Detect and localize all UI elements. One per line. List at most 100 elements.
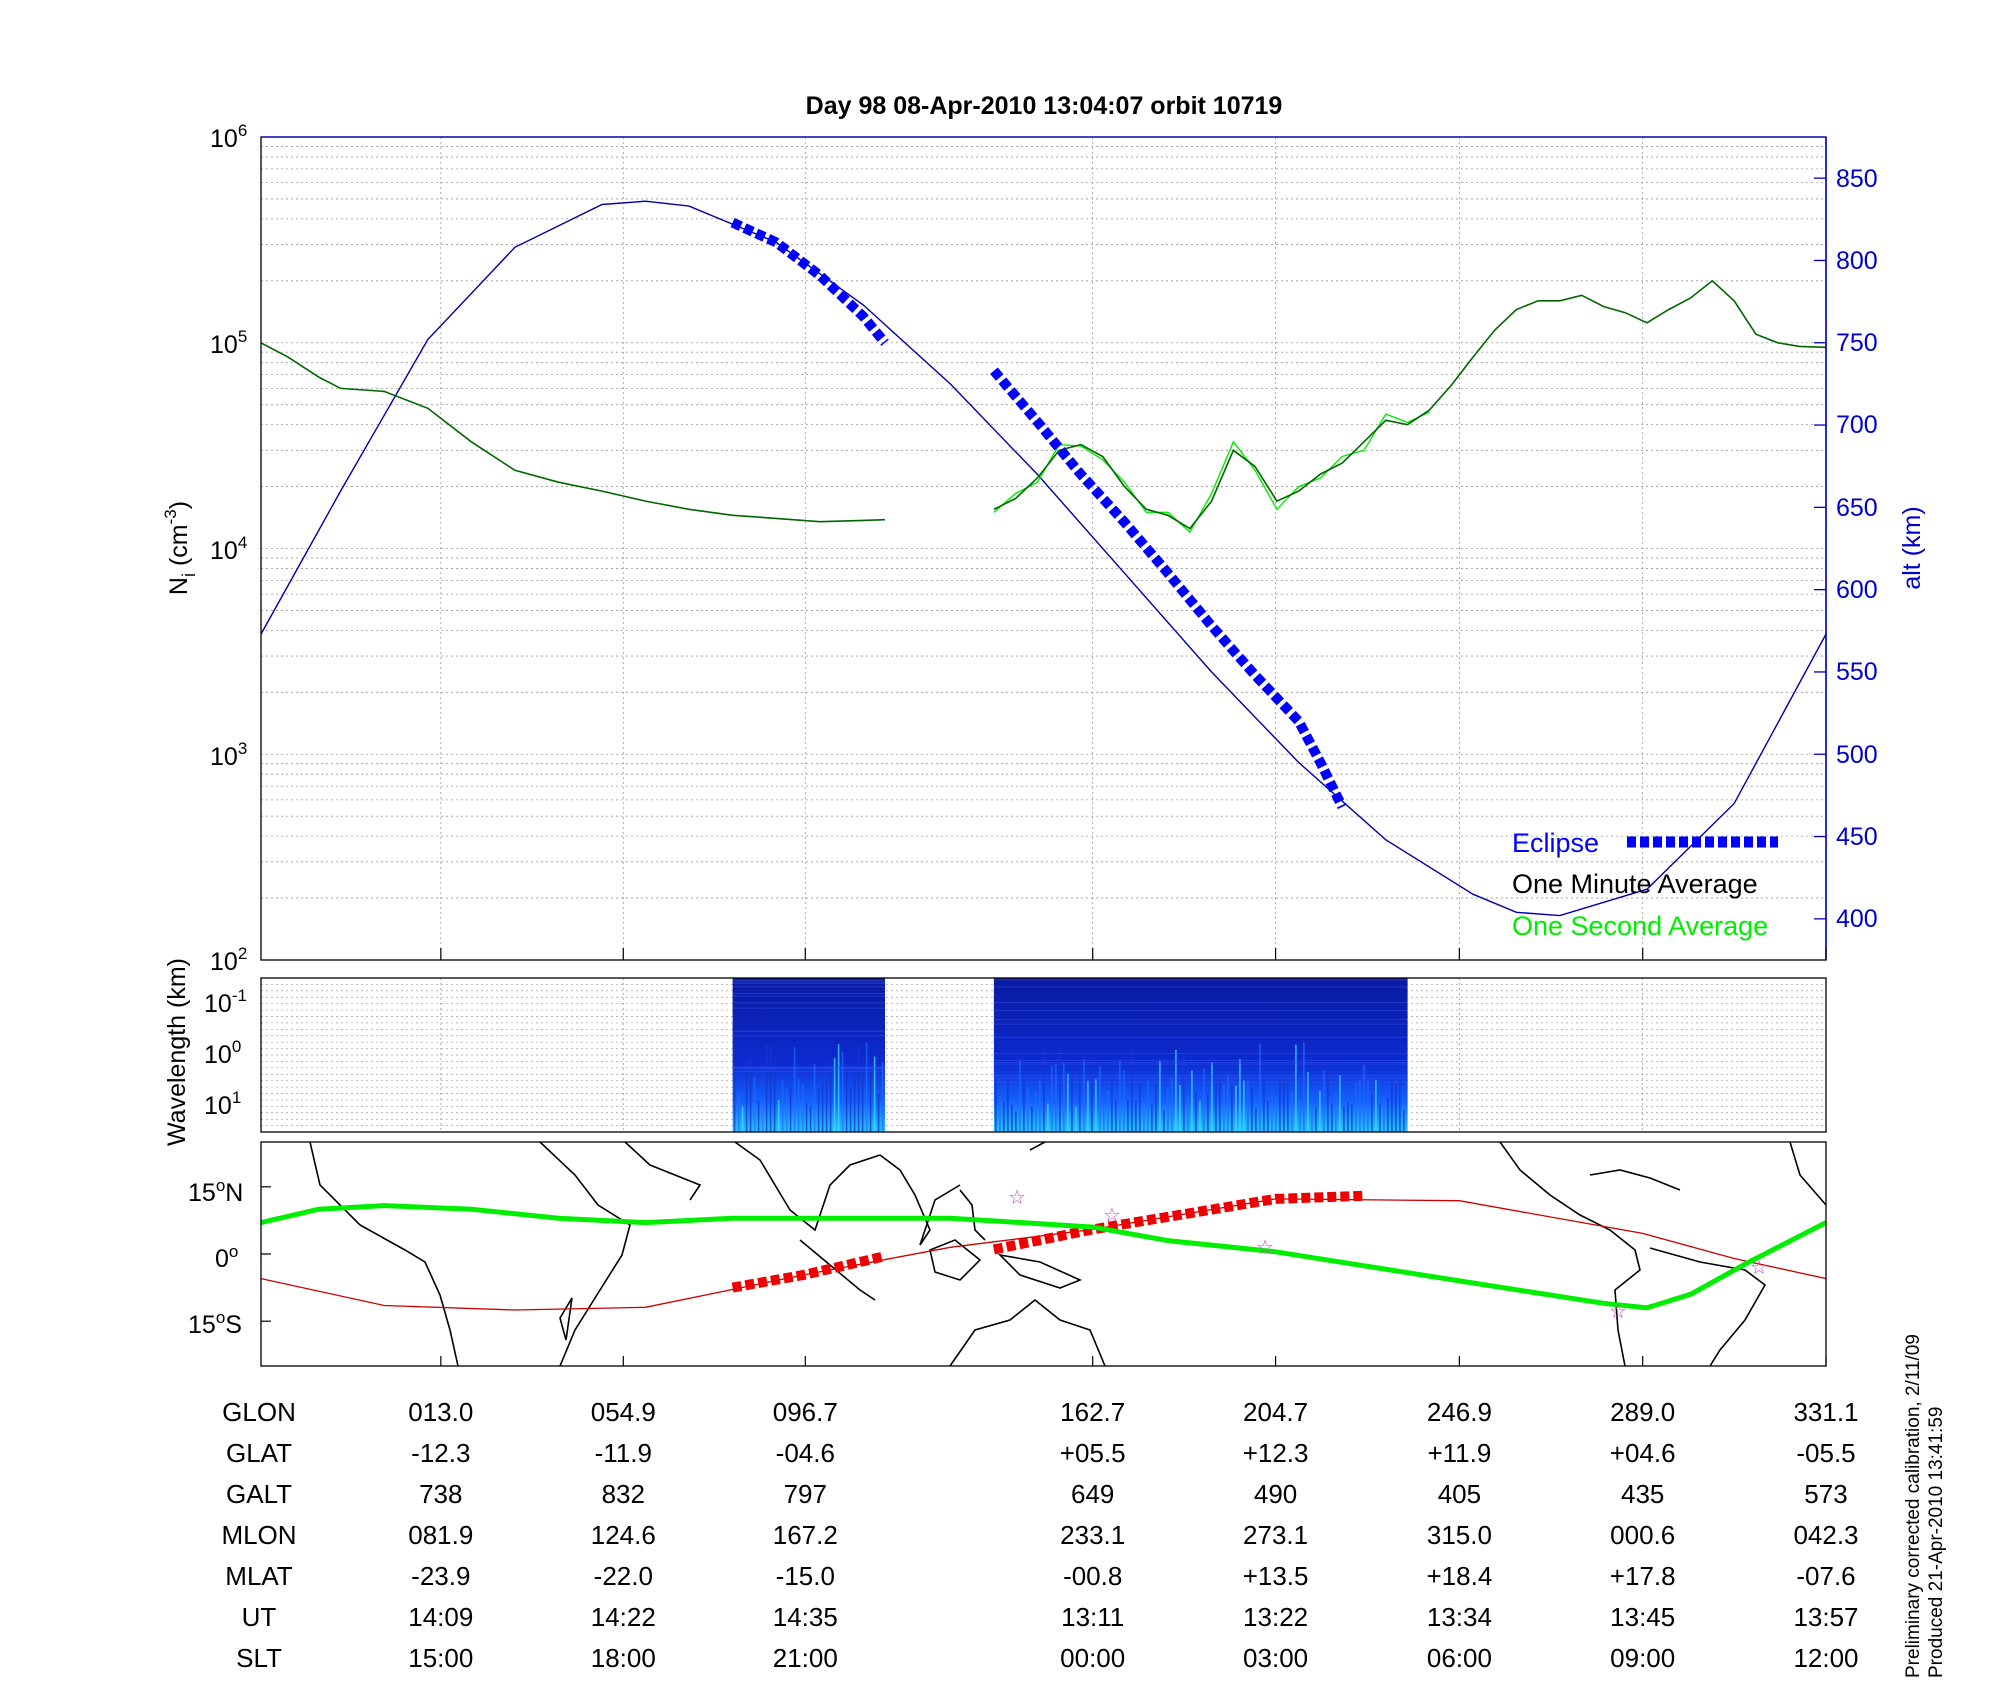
row-label-mlat: MLAT <box>225 1561 293 1591</box>
table-cell: 081.9 <box>408 1520 473 1550</box>
map-y-tick-labels: 15oN 0o 15oS <box>188 1176 243 1339</box>
borneo <box>929 1239 982 1281</box>
row-label-glon: GLON <box>222 1397 296 1427</box>
satellite-track <box>261 1198 1826 1311</box>
south-america-east <box>1649 1247 1767 1366</box>
table-cell: 204.7 <box>1243 1397 1308 1427</box>
table-cell: 15:00 <box>408 1643 473 1673</box>
density-axis-ticks <box>440 177 1827 960</box>
caribbean <box>1589 1169 1681 1191</box>
africa-east-coastline <box>539 1142 631 1366</box>
table-cell: +18.4 <box>1427 1561 1493 1591</box>
new-guinea <box>997 1253 1083 1289</box>
satellite-track-eclipse <box>731 1251 887 1293</box>
density-y-tick-labels: 106 105 104 103 102 <box>210 121 247 976</box>
alt-tick-label: 800 <box>1836 247 1878 275</box>
figure-title: Day 98 08-Apr-2010 13:04:07 orbit 10719 <box>806 92 1283 120</box>
table-cell: 042.3 <box>1793 1520 1858 1550</box>
table-cell: 09:00 <box>1610 1643 1675 1673</box>
table-cell: +13.5 <box>1243 1561 1309 1591</box>
alt-tick-label: 600 <box>1836 576 1878 604</box>
australia-coastline <box>949 1298 1106 1366</box>
table-cell: 03:00 <box>1243 1643 1308 1673</box>
table-cell: 12:00 <box>1793 1643 1858 1673</box>
row-label-ut: UT <box>242 1602 277 1632</box>
table-cell: 797 <box>784 1479 827 1509</box>
table-cell: 13:34 <box>1427 1602 1492 1632</box>
station-star-icon: ☆ <box>1008 1187 1026 1209</box>
alt-tick-label: 700 <box>1836 411 1878 439</box>
table-cell: -04.6 <box>776 1438 835 1468</box>
y-tick-label: 106 <box>210 121 247 153</box>
y-tick-label: 10-1 <box>204 986 247 1018</box>
table-cell: 233.1 <box>1060 1520 1125 1550</box>
southeast-asia-coastline <box>879 1154 961 1246</box>
table-cell: 14:22 <box>591 1602 656 1632</box>
alt-tick-label: 750 <box>1836 329 1878 357</box>
table-cell: 435 <box>1621 1479 1664 1509</box>
station-star-icon: ☆ <box>1750 1257 1768 1279</box>
station-star-icon: ☆ <box>1103 1205 1121 1227</box>
table-cell: 490 <box>1254 1479 1297 1509</box>
spectrogram-panel: 10-1 100 101 Wavelength (km) <box>163 958 1827 1146</box>
eclipse-segment <box>990 367 1347 810</box>
table-cell: 13:11 <box>1061 1602 1124 1632</box>
alt-tick-label: 400 <box>1836 905 1878 933</box>
y-tick-label: 100 <box>204 1037 241 1069</box>
alt-tick-label: 550 <box>1836 658 1878 686</box>
row-label-galt: GALT <box>226 1479 292 1509</box>
table-cell: 13:45 <box>1610 1602 1675 1632</box>
eclipse-segment <box>730 218 889 346</box>
spectrogram-block <box>993 978 1408 1132</box>
world-map: ☆ ☆ ☆ ☆ ☆ <box>261 1142 1826 1366</box>
table-cell: 000.6 <box>1610 1520 1675 1550</box>
altitude-axis-label: alt (km) <box>1898 506 1926 589</box>
table-cell: +11.9 <box>1427 1438 1491 1468</box>
table-cell: 00:00 <box>1060 1643 1125 1673</box>
calibration-note: Preliminary corrected calibration, 2/11/… <box>1903 1334 1924 1678</box>
table-cell: 096.7 <box>773 1397 838 1427</box>
altitude-tick-labels: 850 800 750 700 650 600 550 500 450 400 <box>1836 165 1878 933</box>
y-tick-label: 102 <box>210 944 247 976</box>
arabia-coastline <box>624 1142 702 1201</box>
table-cell: 738 <box>419 1479 462 1509</box>
orbit-data-table: GLON GLAT GALT MLON MLAT UT SLT 013.0 -12… <box>221 1397 1858 1673</box>
table-cell: 054.9 <box>591 1397 656 1427</box>
alt-tick-label: 650 <box>1836 494 1878 522</box>
table-cell: +12.3 <box>1243 1438 1309 1468</box>
table-cell: 315.0 <box>1427 1520 1492 1550</box>
produced-note: Produced 21-Apr-2010 13:41:59 <box>1926 1407 1947 1678</box>
alt-tick-label: 500 <box>1836 741 1878 769</box>
west-africa-bulge <box>1789 1142 1826 1206</box>
table-cell: 124.6 <box>591 1520 656 1550</box>
table-cell: 13:22 <box>1243 1602 1308 1632</box>
table-cell: +17.8 <box>1610 1561 1676 1591</box>
one-second-average-line <box>993 411 1430 534</box>
row-label-mlon: MLON <box>221 1520 296 1550</box>
magnetic-equator-line <box>261 1203 1826 1311</box>
y-tick-label: 105 <box>210 327 247 359</box>
americas-coastline <box>1499 1142 1641 1366</box>
table-cell: 832 <box>602 1479 645 1509</box>
station-star-icon: ☆ <box>1256 1237 1274 1259</box>
table-cell: -00.8 <box>1063 1561 1122 1591</box>
one-minute-average-line <box>993 279 1826 530</box>
table-cell: -12.3 <box>411 1438 470 1468</box>
table-cell: 13:57 <box>1793 1602 1858 1632</box>
table-cell: 14:35 <box>773 1602 838 1632</box>
station-star-icon: ☆ <box>1609 1301 1627 1323</box>
table-cell: 649 <box>1071 1479 1114 1509</box>
table-cell: 162.7 <box>1060 1397 1125 1427</box>
table-cell: +05.5 <box>1060 1438 1126 1468</box>
table-cell: -15.0 <box>776 1561 835 1591</box>
spectrogram-y-axis-label: Wavelength (km) <box>163 958 191 1146</box>
sumatra <box>799 1239 876 1301</box>
y-tick-label: 103 <box>210 739 247 771</box>
table-cell: -07.6 <box>1796 1561 1855 1591</box>
lat-tick-label: 0o <box>215 1242 238 1273</box>
table-cells: 013.0 -12.3 738 081.9 -23.9 14:09 15:00 054.9 -1… <box>408 1397 1858 1673</box>
satellite-track-eclipse <box>992 1190 1365 1255</box>
table-cell: 167.2 <box>773 1520 838 1550</box>
table-cell: 21:00 <box>773 1643 838 1673</box>
